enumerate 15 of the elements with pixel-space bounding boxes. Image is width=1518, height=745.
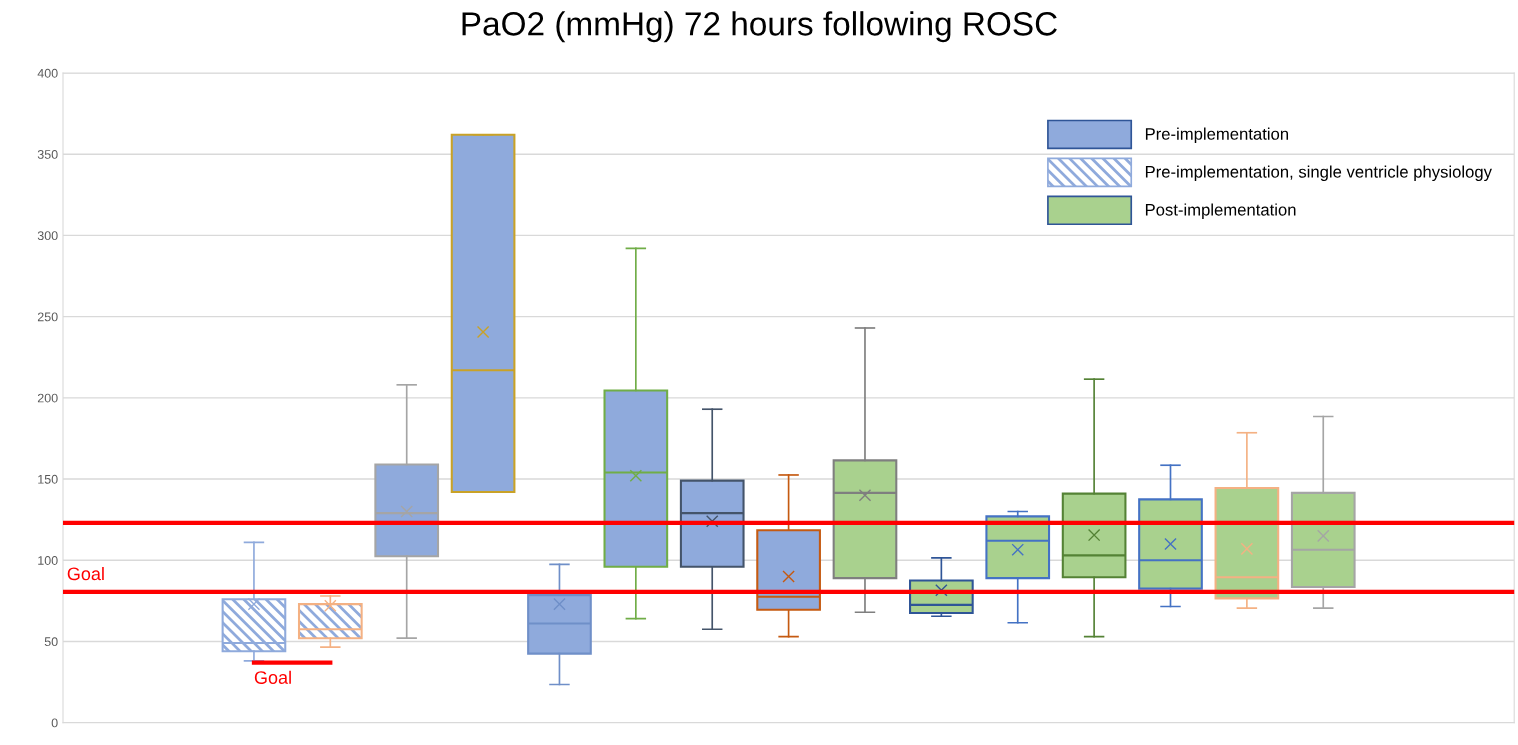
y-tick-label: 100 xyxy=(38,556,58,565)
y-tick-label: 350 xyxy=(37,150,58,159)
legend-label: Pre-implementation, single ventricle physiology xyxy=(1145,165,1492,182)
y-tick-label: 300 xyxy=(37,231,58,241)
y-tick-label: 50 xyxy=(44,637,58,647)
y-tick-label: 200 xyxy=(37,393,58,403)
y-tick-label: 150 xyxy=(38,474,58,484)
chart-title: PaO2 (mmHg) 72 hours following ROSC xyxy=(462,11,1057,43)
annotation: Goal xyxy=(254,670,291,684)
legend-label: Post-implementation xyxy=(1145,203,1296,219)
y-tick-label: 400 xyxy=(37,68,58,78)
legend-label: Pre-implementation xyxy=(1145,127,1289,144)
y-tick-label: 250 xyxy=(37,312,58,322)
y-tick-label: 0 xyxy=(51,718,58,728)
ref-line-label: Goal xyxy=(67,566,104,581)
